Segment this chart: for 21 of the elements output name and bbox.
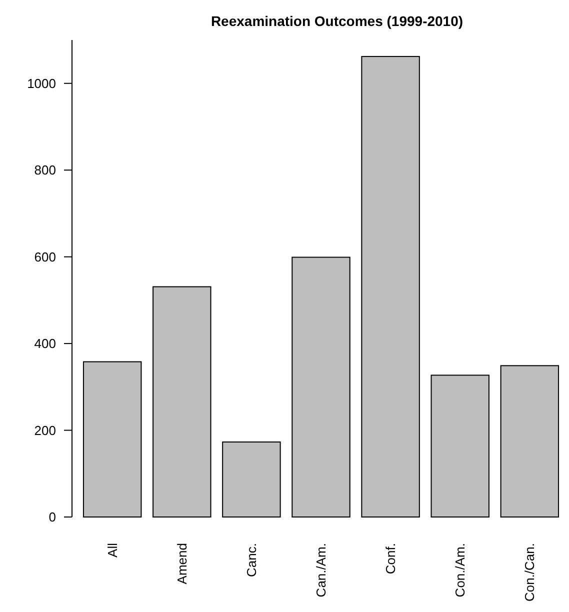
bar [292, 256, 350, 518]
bar [222, 441, 281, 518]
y-tick-label: 800 [34, 162, 56, 178]
x-tick-label: Conf. [383, 543, 398, 574]
y-tick-label: 600 [34, 249, 56, 264]
chart-title: Reexamination Outcomes (1999-2010) [210, 13, 464, 29]
bar [152, 286, 212, 518]
y-tick-label: 400 [34, 336, 56, 352]
x-tick-label: Con./Can. [522, 543, 538, 602]
bar [430, 374, 490, 518]
bar [82, 361, 142, 518]
x-tick-label: Canc. [244, 543, 259, 577]
bar [500, 365, 560, 518]
x-tick-label: Amend [174, 543, 190, 584]
y-tick-label: 0 [48, 510, 56, 525]
x-tick-label: All [104, 542, 120, 558]
x-tick-label: Con./Am. [452, 543, 468, 598]
bar [361, 56, 420, 518]
x-tick-label: Can./Am. [314, 543, 329, 598]
y-tick-label: 1000 [27, 76, 56, 91]
y-tick-label: 200 [34, 422, 56, 438]
